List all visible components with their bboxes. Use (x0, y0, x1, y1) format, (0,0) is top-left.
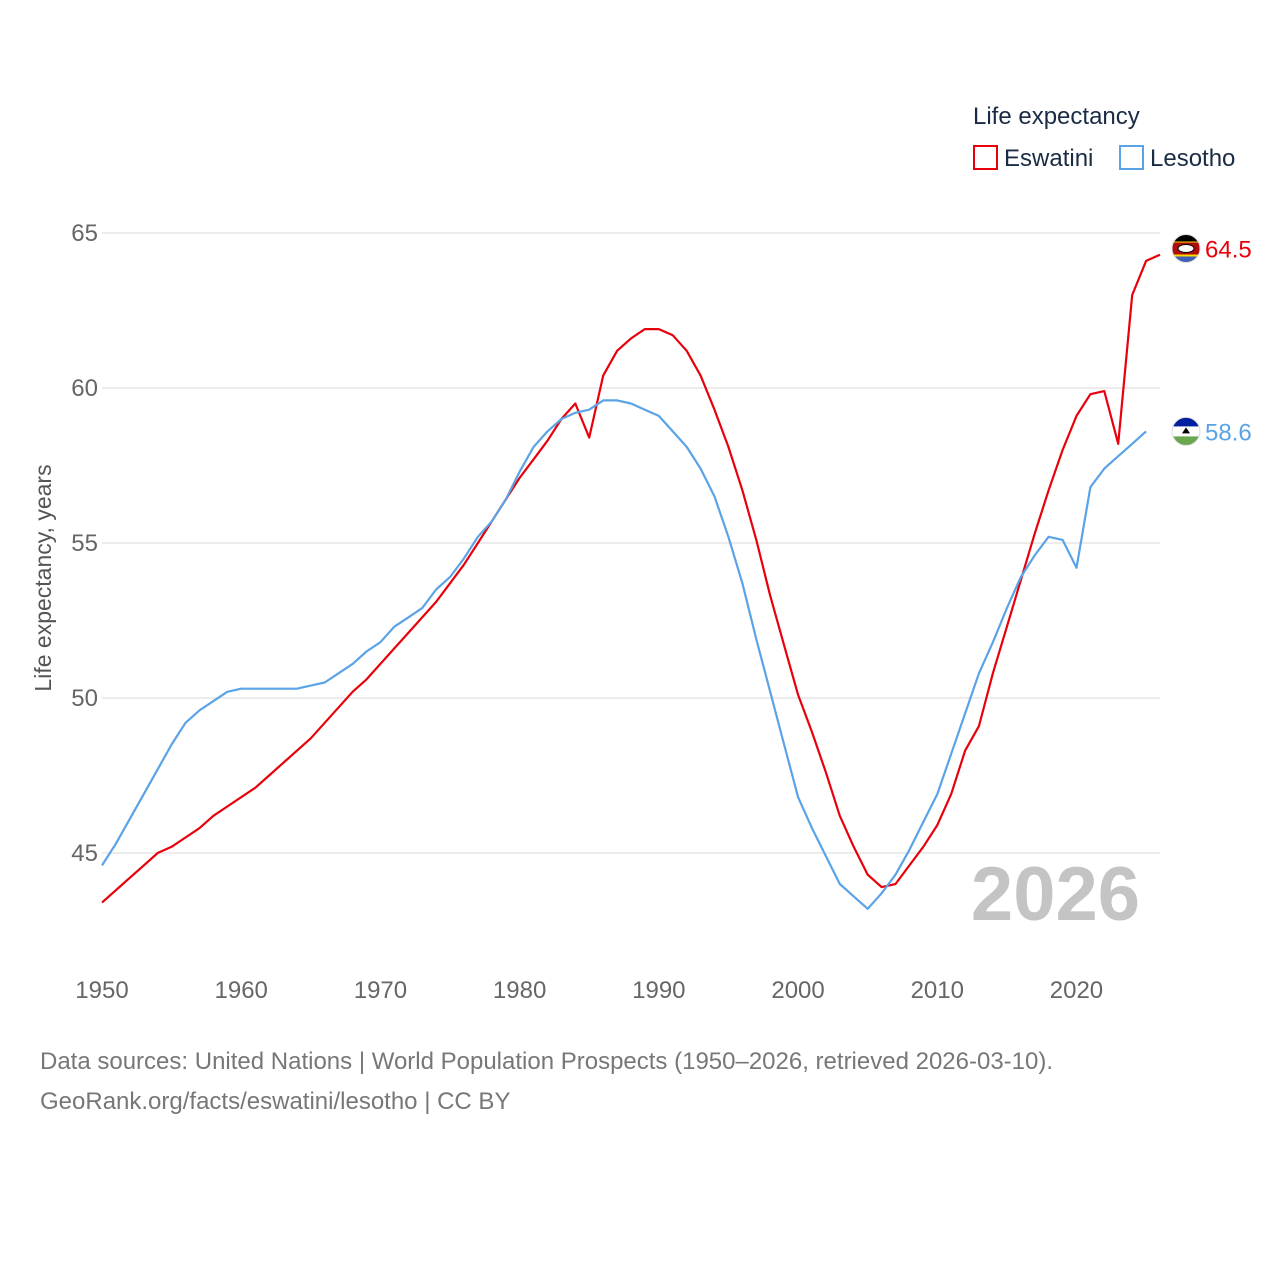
legend: Life expectancy Eswatini Lesotho (973, 103, 1235, 172)
life-expectancy-chart: 45 50 55 60 65 1950 1960 1970 1980 1990 2000 2010 2… (30, 103, 1252, 1004)
footer: Data sources: United Nations | World Pop… (40, 1042, 1053, 1122)
flag-icon-lesotho (1171, 416, 1201, 446)
x-axis-ticks: 1950 1960 1970 1980 1990 2000 2010 2020 (75, 977, 1103, 1004)
legend-label-eswatini: Eswatini (1004, 145, 1093, 172)
legend-label-lesotho: Lesotho (1150, 145, 1235, 172)
end-value-label-eswatini: 64.5 (1205, 237, 1252, 264)
series-line-eswatini[interactable] (101, 253, 1161, 904)
legend-swatch-eswatini (973, 145, 998, 170)
y-tick-label-55: 55 (71, 530, 98, 557)
x-tick-label-2000: 2000 (771, 977, 824, 1004)
y-tick-label-45: 45 (71, 840, 98, 867)
y-axis-ticks: 45 50 55 60 65 (71, 220, 98, 867)
data-sources-text: Data sources: United Nations | World Pop… (40, 1048, 1054, 1075)
x-tick-label-1960: 1960 (215, 977, 268, 1004)
attribution-link[interactable]: GeoRank.org/facts/eswatini/lesotho | CC … (40, 1088, 511, 1115)
x-tick-label-2020: 2020 (1050, 977, 1103, 1004)
flag-icon-eswatini (1171, 234, 1201, 263)
legend-item-lesotho[interactable]: Lesotho (1119, 145, 1235, 172)
year-watermark: 2026 (971, 852, 1140, 937)
y-tick-label-65: 65 (71, 220, 98, 247)
x-tick-label-1990: 1990 (632, 977, 685, 1004)
series-lines (101, 253, 1161, 910)
x-tick-label-1970: 1970 (354, 977, 407, 1004)
x-tick-label-2010: 2010 (911, 977, 964, 1004)
legend-title: Life expectancy (973, 103, 1140, 130)
end-value-label-lesotho: 58.6 (1205, 419, 1252, 446)
y-tick-label-50: 50 (71, 685, 98, 712)
y-axis-title: Life expectancy, years (30, 464, 56, 691)
x-tick-label-1980: 1980 (493, 977, 546, 1004)
legend-swatch-lesotho (1119, 145, 1144, 170)
series-line-lesotho[interactable] (101, 399, 1147, 910)
x-tick-label-1950: 1950 (75, 977, 128, 1004)
end-markers: 64.5 58.6 (1171, 234, 1252, 446)
legend-item-eswatini[interactable]: Eswatini (973, 145, 1093, 172)
y-tick-label-60: 60 (71, 375, 98, 402)
grid-lines (102, 232, 1160, 854)
